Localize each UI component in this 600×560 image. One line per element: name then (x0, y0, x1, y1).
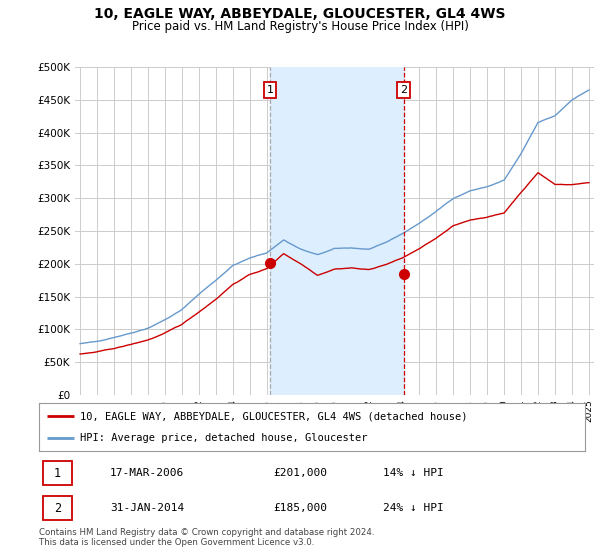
Text: 24% ↓ HPI: 24% ↓ HPI (383, 503, 444, 513)
Text: 1: 1 (54, 466, 61, 480)
Text: 1: 1 (267, 85, 274, 95)
Text: 14% ↓ HPI: 14% ↓ HPI (383, 468, 444, 478)
Text: 2: 2 (54, 502, 61, 515)
Text: HPI: Average price, detached house, Gloucester: HPI: Average price, detached house, Glou… (80, 433, 367, 443)
Text: 10, EAGLE WAY, ABBEYDALE, GLOUCESTER, GL4 4WS (detached house): 10, EAGLE WAY, ABBEYDALE, GLOUCESTER, GL… (80, 411, 467, 421)
Bar (43, 461, 72, 485)
Text: 31-JAN-2014: 31-JAN-2014 (110, 503, 184, 513)
Text: Contains HM Land Registry data © Crown copyright and database right 2024.
This d: Contains HM Land Registry data © Crown c… (39, 528, 374, 547)
Text: Price paid vs. HM Land Registry's House Price Index (HPI): Price paid vs. HM Land Registry's House … (131, 20, 469, 32)
Text: 17-MAR-2006: 17-MAR-2006 (110, 468, 184, 478)
Text: 10, EAGLE WAY, ABBEYDALE, GLOUCESTER, GL4 4WS: 10, EAGLE WAY, ABBEYDALE, GLOUCESTER, GL… (94, 7, 506, 21)
Text: £185,000: £185,000 (274, 503, 328, 513)
Bar (43, 496, 72, 520)
Text: £201,000: £201,000 (274, 468, 328, 478)
Text: 2: 2 (400, 85, 407, 95)
Bar (270, 67, 404, 395)
